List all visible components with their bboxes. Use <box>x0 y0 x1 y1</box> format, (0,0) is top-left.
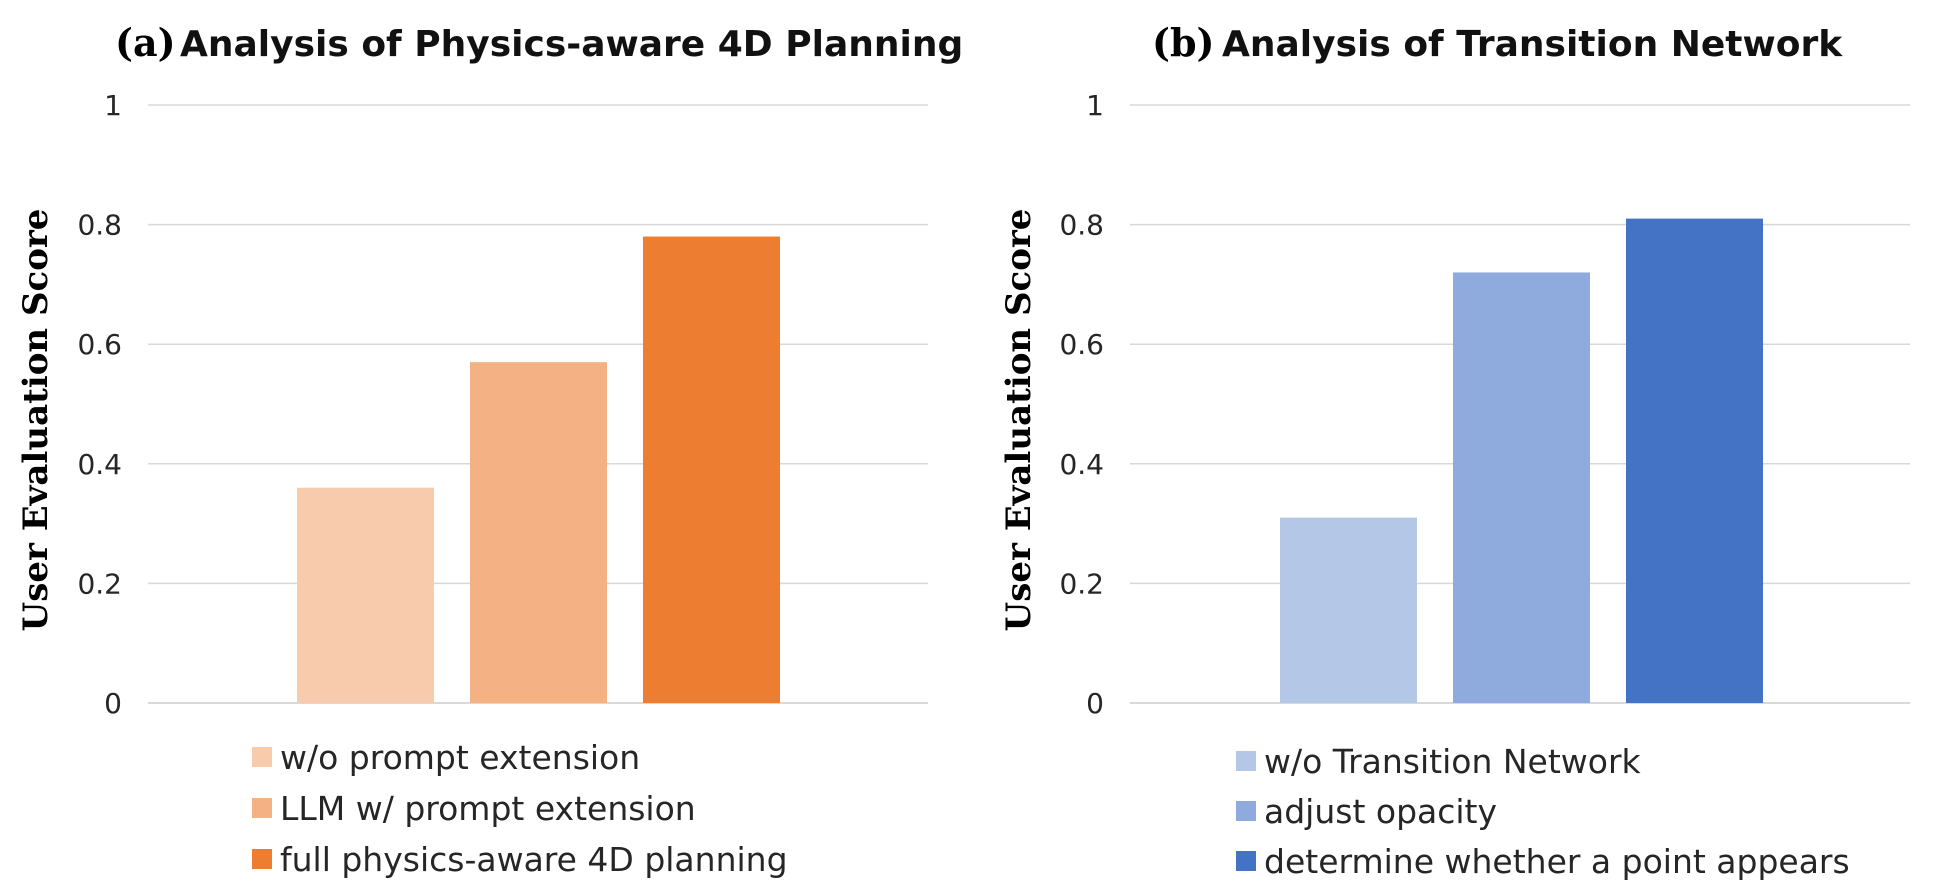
panel-a-y-tick-label: 0.4 <box>77 448 122 481</box>
panel-a-y-tick-labels: 0 0.2 0.4 0.6 0.8 1 <box>77 89 122 720</box>
panel-a-y-tick-label: 0 <box>104 687 122 720</box>
panel-a-y-tick-label: 0.6 <box>77 328 122 361</box>
panel-a-legend-label: LLM w/ prompt extension <box>280 789 696 828</box>
panel-a-y-tick-label: 0.8 <box>77 209 122 242</box>
panel-b-legend-swatch <box>1236 751 1256 771</box>
panel-a-y-axis-label: User Evaluation Score <box>16 209 56 632</box>
panel-a-bar <box>297 487 434 703</box>
panel-a-legend-swatch <box>252 798 272 818</box>
panel-a-y-tick-label: 1 <box>104 89 122 122</box>
panel-a-legend: w/o prompt extension LLM w/ prompt extens… <box>252 738 788 879</box>
panel-b-y-tick-label: 0.8 <box>1059 209 1104 242</box>
panel-b-label: (b) <box>1152 20 1215 65</box>
panel-a-legend-swatch <box>252 747 272 767</box>
panel-b-y-tick-label: 1 <box>1086 89 1104 122</box>
panel-b-y-tick-labels: 0 0.2 0.4 0.6 0.8 1 <box>1059 89 1104 720</box>
panel-b-bar <box>1626 218 1763 703</box>
panel-b-legend-label: determine whether a point appears <box>1264 842 1850 881</box>
panel-b-legend-label: adjust opacity <box>1264 792 1497 831</box>
panel-b-y-tick-label: 0.6 <box>1059 328 1104 361</box>
panel-b-title: Analysis of Transition Network <box>1222 24 1843 65</box>
panel-a-label: (a) <box>115 20 176 65</box>
panel-b-legend: w/o Transition Network adjust opacity dete… <box>1236 742 1850 881</box>
panel-a-bar <box>643 236 780 703</box>
panel-a-bar <box>470 362 607 703</box>
panel-a-legend-label: w/o prompt extension <box>280 738 640 777</box>
panel-a-legend-swatch <box>252 849 272 869</box>
chart-panel-b: (b) Analysis of Transition Network User … <box>999 20 1910 881</box>
panel-a-legend-label: full physics-aware 4D planning <box>280 840 788 879</box>
panel-b-bars <box>1280 218 1763 703</box>
panel-b-legend-swatch <box>1236 801 1256 821</box>
panel-b-bar <box>1280 517 1417 703</box>
panel-b-y-tick-label: 0.4 <box>1059 448 1104 481</box>
chart-panel-a: (a) Analysis of Physics-aware 4D Plannin… <box>16 20 963 879</box>
panel-b-y-axis-label: User Evaluation Score <box>999 209 1039 632</box>
panel-b-y-tick-label: 0.2 <box>1059 567 1104 600</box>
panel-b-y-tick-label: 0 <box>1086 687 1104 720</box>
panel-a-y-tick-label: 0.2 <box>77 567 122 600</box>
panel-a-bars <box>297 236 780 703</box>
panel-a-title: Analysis of Physics-aware 4D Planning <box>180 24 963 65</box>
panel-b-bar <box>1453 272 1590 703</box>
panel-b-legend-swatch <box>1236 851 1256 871</box>
panel-b-legend-label: w/o Transition Network <box>1264 742 1642 781</box>
